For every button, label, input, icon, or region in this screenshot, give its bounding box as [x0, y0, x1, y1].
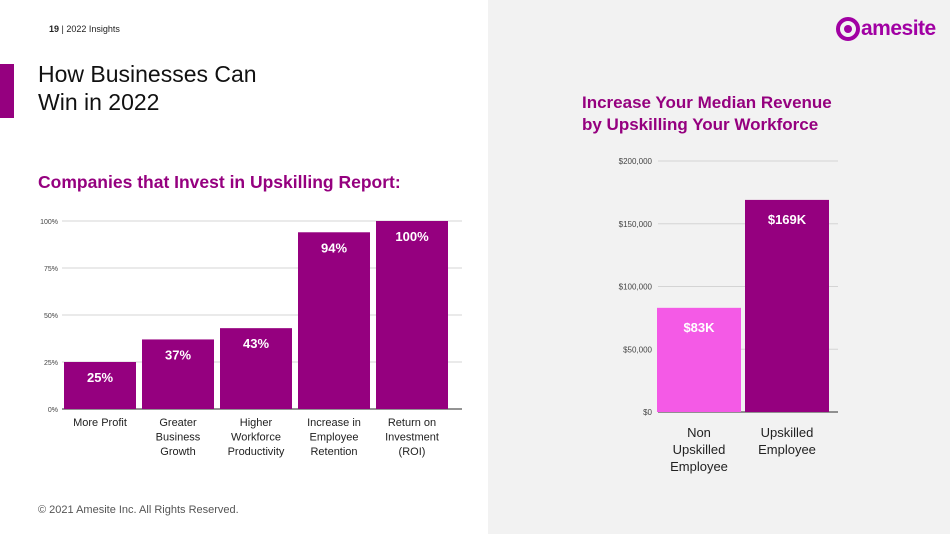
right-chart-ytick-label: $200,000: [619, 157, 653, 166]
page-section: 2022 Insights: [66, 24, 120, 34]
page-title-line1: How Businesses Can: [38, 61, 257, 87]
left-chart-category-label: Higher: [240, 417, 273, 429]
left-chart-ytick-label: 0%: [48, 407, 58, 414]
page-title-line2: Win in 2022: [38, 89, 160, 115]
page-separator: |: [59, 24, 67, 34]
left-chart-category-label: Greater: [159, 417, 197, 429]
left-chart-category-label: Productivity: [228, 446, 285, 458]
left-chart-bar: [298, 232, 370, 409]
right-section-title-line1: Increase Your Median Revenue: [582, 93, 832, 112]
logo-text: amesite: [861, 17, 936, 40]
left-chart-category-label: Return on: [388, 417, 436, 429]
left-chart-category-label: More Profit: [73, 417, 127, 429]
left-chart-category-label: Workforce: [231, 432, 281, 444]
left-chart-ytick-label: 25%: [44, 360, 58, 367]
copyright-footer: © 2021 Amesite Inc. All Rights Reserved.: [38, 504, 239, 516]
left-chart-bar: [142, 339, 214, 409]
logo-mark-icon: [836, 17, 860, 41]
right-chart-ytick-label: $50,000: [623, 345, 652, 354]
left-chart-data-label: 25%: [87, 370, 113, 385]
left-chart-ytick-label: 100%: [40, 219, 58, 226]
left-chart-bar: [376, 221, 448, 409]
right-chart-category-label: Upskilled: [761, 425, 814, 440]
page-reference: 19 | 2022 Insights: [49, 24, 120, 34]
left-chart-category-label: (ROI): [399, 446, 426, 458]
right-chart-bar: [657, 307, 741, 412]
right-chart-data-label: $83K: [683, 320, 715, 335]
right-section-title-line2: by Upskilling Your Workforce: [582, 115, 819, 134]
accent-bar: [0, 64, 14, 118]
right-chart-category-label: Upskilled: [673, 442, 726, 457]
left-chart-category-label: Retention: [310, 446, 357, 458]
right-panel: [488, 0, 950, 534]
left-chart-bar: [220, 328, 292, 409]
left-chart-data-label: 37%: [165, 347, 191, 362]
page-title: How Businesses Can Win in 2022: [38, 60, 257, 116]
left-chart-category-label: Investment: [385, 432, 439, 444]
left-chart-data-label: 100%: [395, 229, 429, 244]
left-chart-category-label: Employee: [310, 432, 359, 444]
right-chart-category-label: Employee: [670, 459, 728, 474]
left-chart-category-label: Increase in: [307, 417, 361, 429]
left-chart-ytick-label: 50%: [44, 313, 58, 320]
page-number: 19: [49, 24, 60, 34]
left-chart-category-label: Business: [156, 432, 201, 444]
right-chart-bar: [745, 199, 829, 412]
left-chart-category-label: Growth: [160, 446, 195, 458]
right-chart-ytick-label: $150,000: [619, 220, 653, 229]
left-chart-data-label: 94%: [321, 240, 347, 255]
right-chart-data-label: $169K: [768, 212, 807, 227]
right-chart-category-label: Employee: [758, 442, 816, 457]
left-chart-ytick-label: 75%: [44, 266, 58, 273]
right-chart-ytick-label: $0: [643, 408, 652, 417]
left-chart-data-label: 43%: [243, 336, 269, 351]
amesite-logo: amesite: [836, 14, 936, 44]
left-section-title: Companies that Invest in Upskilling Repo…: [38, 172, 401, 192]
left-chart-bar: [64, 362, 136, 409]
right-chart-category-label: Non: [687, 425, 711, 440]
right-section-title: Increase Your Median Revenue by Upskilli…: [582, 92, 832, 136]
right-chart-ytick-label: $100,000: [619, 283, 653, 292]
